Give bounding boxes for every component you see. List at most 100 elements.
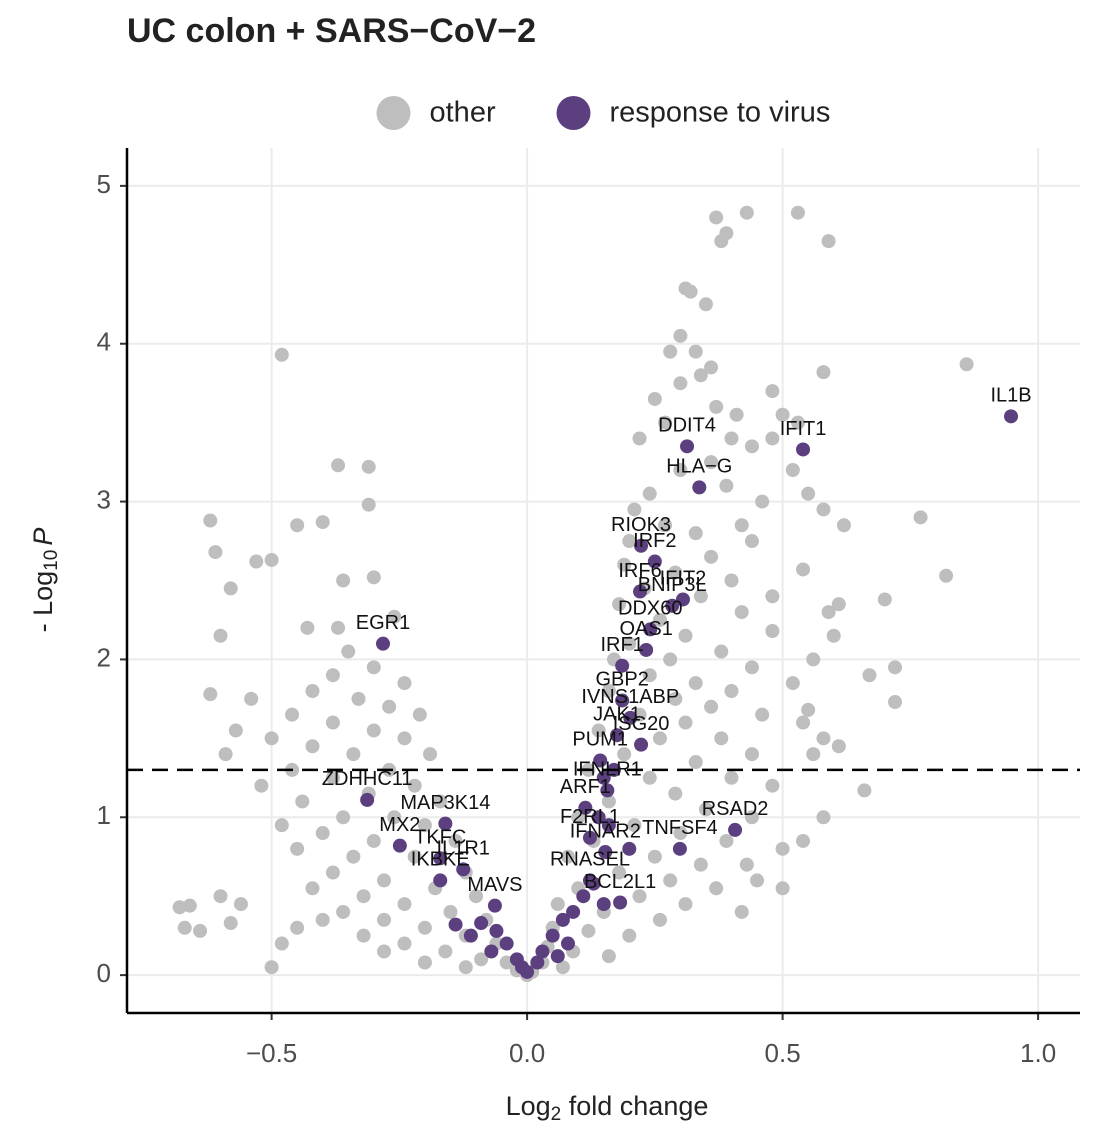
point (438, 944, 453, 959)
point (412, 707, 427, 722)
point (346, 849, 361, 864)
point (627, 502, 642, 517)
point (617, 747, 632, 762)
point-label: GBP2 (595, 669, 648, 691)
point (673, 376, 688, 391)
point (601, 818, 616, 833)
point (356, 928, 371, 943)
point (724, 683, 739, 698)
point (172, 900, 187, 915)
point (596, 897, 611, 912)
point-label: ISG20 (613, 713, 670, 735)
point (593, 753, 608, 768)
x-tick-label: 1.0 (1020, 1038, 1056, 1068)
point (591, 723, 606, 738)
point (397, 731, 412, 746)
point (765, 431, 780, 446)
point (300, 620, 315, 635)
point (668, 565, 683, 580)
point (295, 794, 310, 809)
point-label: IFNAR2 (570, 820, 641, 842)
point (392, 838, 407, 853)
point (801, 702, 816, 717)
point (586, 876, 601, 891)
point (331, 620, 346, 635)
point (325, 668, 340, 683)
point (806, 747, 821, 762)
point-label: IL1R1 (437, 838, 490, 860)
point (796, 715, 811, 730)
point (1004, 409, 1019, 424)
point (765, 624, 780, 639)
point (632, 431, 647, 446)
point (305, 881, 320, 896)
point (615, 658, 630, 673)
point (857, 783, 872, 798)
point (704, 699, 719, 714)
point-label: TNFSF4 (642, 817, 718, 839)
point (816, 810, 831, 825)
point (821, 234, 836, 249)
point (913, 510, 928, 525)
point (249, 554, 264, 569)
point (724, 770, 739, 785)
point (360, 792, 375, 807)
point (213, 628, 228, 643)
point-label: IL1B (990, 385, 1031, 407)
point (647, 849, 662, 864)
point (744, 534, 759, 549)
point (668, 691, 683, 706)
point (750, 873, 765, 888)
point (336, 573, 351, 588)
point (555, 960, 570, 975)
point (331, 458, 346, 473)
point (264, 960, 279, 975)
point-label: MX2 (379, 814, 420, 836)
point (600, 783, 615, 798)
point (744, 660, 759, 675)
point (336, 904, 351, 919)
point-label: IRF2 (633, 530, 676, 552)
point (719, 833, 734, 848)
point (642, 770, 657, 785)
point (612, 597, 627, 612)
point (576, 889, 591, 904)
point (796, 442, 811, 457)
point (724, 431, 739, 446)
point (336, 810, 351, 825)
legend-label: response to virus (610, 97, 831, 129)
point (627, 818, 642, 833)
point (377, 944, 392, 959)
point (939, 568, 954, 583)
point (652, 912, 667, 927)
point-label: EGR1 (356, 612, 410, 634)
point (571, 810, 586, 825)
point (560, 936, 575, 951)
point (663, 344, 678, 359)
point (672, 841, 687, 856)
point (785, 463, 800, 478)
point (610, 728, 625, 743)
point (341, 644, 356, 659)
point (683, 284, 698, 299)
point (417, 818, 432, 833)
point (456, 862, 471, 877)
point (643, 622, 658, 637)
y-tick-label: 3 (97, 484, 111, 514)
point (744, 747, 759, 762)
point (550, 949, 565, 964)
point (668, 786, 683, 801)
x-axis-label: Log2 fold change (506, 1091, 709, 1125)
point (193, 923, 208, 938)
point-label: DDIT4 (658, 415, 716, 437)
y-tick-label: 1 (97, 800, 111, 830)
point (264, 731, 279, 746)
point (888, 695, 903, 710)
point (688, 526, 703, 541)
point (366, 833, 381, 848)
point (678, 897, 693, 912)
point (274, 818, 289, 833)
point-label: RIOK3 (611, 514, 671, 536)
point-label: BCL2L1 (584, 871, 656, 893)
